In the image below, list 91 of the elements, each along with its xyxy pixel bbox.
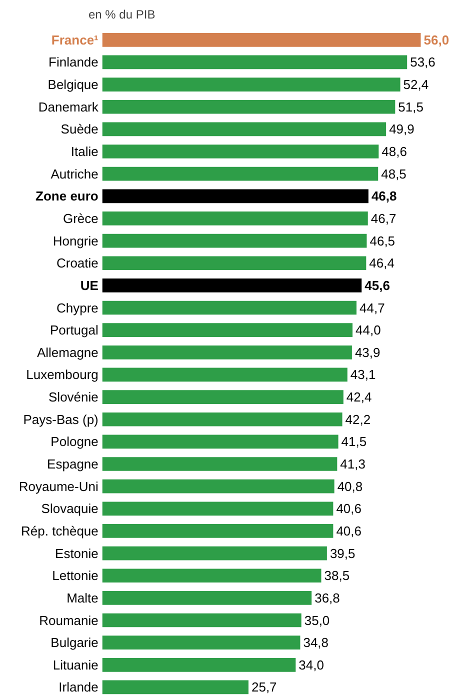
data-label: 48,5 xyxy=(381,166,406,182)
bar xyxy=(102,390,344,404)
bar xyxy=(102,345,352,360)
bar xyxy=(102,78,400,92)
bar xyxy=(102,122,386,136)
data-label: 46,8 xyxy=(371,188,397,204)
data-label: 35,0 xyxy=(304,612,330,628)
y-tick-label: Pays-Bas (p) xyxy=(23,412,98,427)
bar xyxy=(102,32,421,47)
bar xyxy=(102,368,348,382)
y-tick-label: Grèce xyxy=(62,210,98,226)
bar xyxy=(102,434,338,449)
data-label: 49,9 xyxy=(389,122,414,137)
data-label: 40,6 xyxy=(336,523,362,538)
y-tick-label: Luxembourg xyxy=(26,367,98,382)
data-label: 56,0 xyxy=(424,32,450,48)
data-label: 48,6 xyxy=(382,144,407,159)
y-tick-label: Italie xyxy=(70,144,98,159)
y-tick-label: Rép. tchèque xyxy=(21,523,98,538)
chart-subtitle: en % du PIB xyxy=(88,8,156,22)
data-label: 46,7 xyxy=(370,210,396,226)
y-tick-label: Espagne xyxy=(47,456,98,472)
bar xyxy=(102,680,248,694)
data-label: 51,5 xyxy=(398,99,424,114)
y-tick-label: Roumanie xyxy=(39,612,98,628)
data-label: 34,0 xyxy=(298,657,324,672)
bar xyxy=(102,166,378,181)
bar xyxy=(102,189,368,204)
bar xyxy=(102,300,357,315)
bar xyxy=(102,212,368,226)
bar xyxy=(102,524,334,538)
data-label: 42,4 xyxy=(346,390,372,405)
y-tick-label: Chypre xyxy=(56,300,98,316)
data-label: 45,6 xyxy=(364,278,390,293)
y-tick-label: Portugal xyxy=(50,322,98,338)
data-label: 43,9 xyxy=(354,344,380,360)
bar xyxy=(102,55,408,70)
y-tick-label: Croatie xyxy=(56,256,98,271)
bar xyxy=(102,658,296,672)
data-label: 36,8 xyxy=(314,590,340,606)
bar xyxy=(102,278,362,292)
data-label: 40,6 xyxy=(336,501,362,516)
y-tick-label: Zone euro xyxy=(36,188,98,204)
data-label: 44,7 xyxy=(360,300,385,316)
data-label: 52,4 xyxy=(403,77,429,92)
y-tick-label: Belgique xyxy=(48,77,98,92)
y-tick-label: Autriche xyxy=(50,166,98,182)
bar xyxy=(102,479,334,494)
data-label: 46,4 xyxy=(369,256,394,271)
y-tick-label: Lettonie xyxy=(52,568,98,584)
y-tick-label: Estonie xyxy=(55,546,98,561)
y-tick-label: France¹ xyxy=(51,32,98,48)
data-label: 53,6 xyxy=(410,54,436,70)
y-tick-label: Allemagne xyxy=(36,344,98,360)
bar xyxy=(102,636,300,650)
data-label: 40,8 xyxy=(337,478,363,494)
bar xyxy=(102,591,312,605)
data-label: 39,5 xyxy=(330,546,356,561)
bar xyxy=(102,546,327,560)
data-label: 44,0 xyxy=(356,322,381,338)
bar xyxy=(102,613,302,628)
bar xyxy=(102,457,338,471)
y-tick-label: Royaume-Uni xyxy=(18,478,98,494)
y-tick-label: Hongrie xyxy=(52,233,98,248)
bar xyxy=(102,144,379,158)
data-label: 25,7 xyxy=(251,680,277,695)
bar xyxy=(102,323,353,337)
bar xyxy=(102,234,367,248)
bar xyxy=(102,100,396,114)
bar xyxy=(102,502,334,516)
y-tick-label: Irlande xyxy=(58,680,98,695)
bar xyxy=(102,256,366,270)
y-tick-label: UE xyxy=(80,278,99,293)
data-label: 38,5 xyxy=(324,568,350,584)
y-tick-label: Malte xyxy=(66,590,98,606)
y-tick-label: Suède xyxy=(60,122,98,137)
data-label: 42,2 xyxy=(345,412,371,427)
data-label: 41,3 xyxy=(340,456,366,472)
y-tick-label: Bulgarie xyxy=(50,635,98,650)
bar xyxy=(102,568,322,583)
y-tick-label: Slovénie xyxy=(48,390,98,405)
y-tick-label: Finlande xyxy=(48,54,98,70)
data-label: 34,8 xyxy=(303,635,329,650)
y-tick-label: Slovaquie xyxy=(41,501,98,516)
data-label: 41,5 xyxy=(341,434,367,450)
y-tick-label: Lituanie xyxy=(52,657,98,672)
y-tick-label: Pologne xyxy=(50,434,98,450)
y-tick-label: Danemark xyxy=(38,99,99,114)
data-label: 46,5 xyxy=(370,233,396,248)
data-label: 43,1 xyxy=(350,367,376,382)
bar xyxy=(102,412,342,426)
